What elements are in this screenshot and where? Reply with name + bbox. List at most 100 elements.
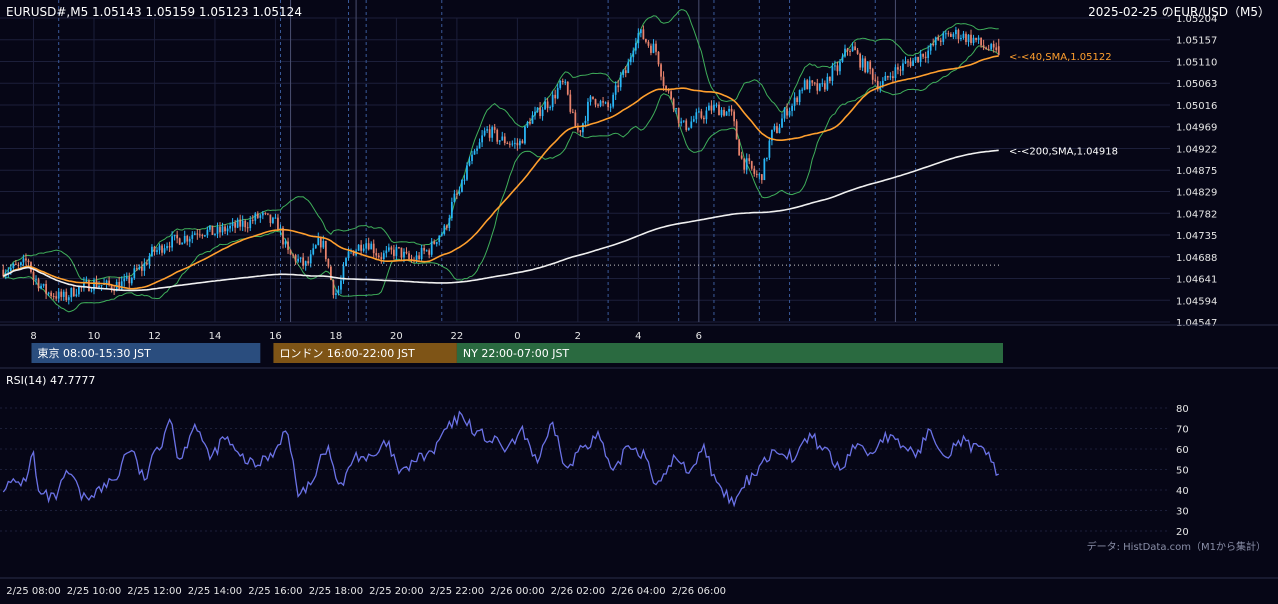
rsi-line [2,410,999,508]
candle-body [304,261,307,266]
candle-body [604,102,607,104]
candle-body [710,105,713,111]
candle-body [259,215,262,218]
candle-body [216,226,219,234]
candle-body [423,247,426,251]
y-tick-label: 1.04547 [1176,318,1217,329]
axes: 1.05204 1.05157 1.05110 1.05063 1.05016 1.049… [0,14,1278,597]
candle-body [418,255,420,260]
candle-body [776,126,778,133]
candle-body [672,98,675,109]
candle-body [904,61,907,64]
candle-body [760,174,763,181]
candle-body [889,76,892,78]
candle-body [146,263,148,265]
candle-body [829,76,831,81]
candle-body [675,108,678,110]
candle-body [347,251,350,259]
candle-body [821,83,824,85]
candle-body [622,70,625,76]
session-label: 東京 08:00-15:30 JST [38,346,152,360]
candle-body [740,155,743,159]
candle-body [486,129,489,131]
candle-body [607,102,609,108]
candle-body [544,101,546,110]
candle-body [665,85,667,90]
candle-body [186,235,189,242]
candle-body [332,279,335,295]
candle-body [70,287,73,298]
session-band [273,343,457,363]
candle-body [917,56,919,63]
candle-body [859,53,862,68]
candle-body [692,119,695,122]
y-tick-label: 1.04875 [1176,166,1217,177]
candle-body [256,213,259,218]
candle-body [403,251,405,258]
candles [2,25,1000,305]
candle-body [501,136,504,141]
candle-body [947,33,950,35]
candle-body [771,129,773,141]
candle-body [982,45,985,48]
candle-body [632,50,635,58]
candle-body [534,111,536,116]
candle-body [897,67,899,70]
sma40-line [2,55,999,290]
candle-body [214,233,216,235]
candle-body [463,179,466,181]
candle-body [203,235,206,237]
candle-body [551,94,554,108]
candle-body [342,266,345,281]
candle-body [360,244,363,251]
candle-body [743,158,746,170]
candle-body [138,266,141,270]
candle-body [667,89,670,92]
candle-body [536,107,539,112]
candle-body [609,106,612,108]
candle-body [27,260,30,263]
candle-body [57,291,60,299]
candle-body [156,250,158,252]
candle-body [705,110,708,120]
candle-body [924,56,927,58]
candle-body [990,43,993,50]
x-tick-label: 14 [209,331,222,342]
candle-body [929,44,932,51]
candle-body [246,227,249,229]
candle-body [521,140,524,144]
candle-body [12,263,15,269]
candle-body [788,110,791,116]
candle-body [955,29,957,35]
candle-body [864,58,867,73]
candle-body [773,126,776,130]
candle-body [702,117,705,120]
candle-body [758,174,761,176]
candle-body [198,234,201,236]
candle-body [14,263,17,265]
candle-body [602,101,604,103]
candle-body [37,279,40,289]
candle-body [130,277,133,284]
candle-body [77,286,80,295]
x-tick-label: 20 [390,331,403,342]
candle-body [639,29,642,34]
candle-body [977,37,980,40]
candle-body [153,246,156,252]
candle-body [708,105,710,111]
candle-body [337,289,340,294]
candle-body [851,46,854,52]
candle-body [307,261,310,264]
session-bands: 東京 08:00-15:30 JST ロンドン 16:00-22:00 JST NY… [31,343,1003,363]
candle-body [133,268,136,278]
rsi-tick-label: 20 [1176,527,1189,538]
candle-body [269,214,272,223]
candle-body [398,247,400,249]
candle-body [7,271,10,274]
candle-body [357,244,360,251]
candle-body [753,168,756,174]
candle-body [831,66,834,81]
candle-body [75,294,78,297]
candle-body [655,43,657,52]
